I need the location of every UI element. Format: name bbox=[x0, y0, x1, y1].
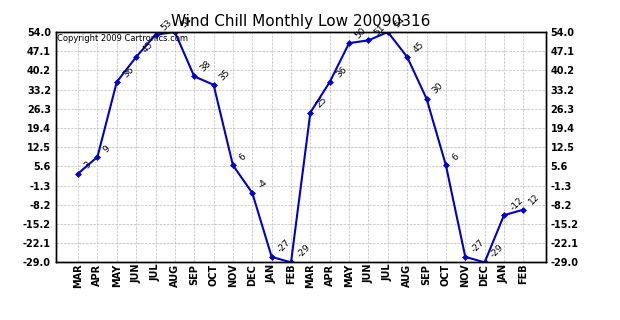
Text: -29: -29 bbox=[489, 243, 505, 260]
Text: Copyright 2009 Cartronics.com: Copyright 2009 Cartronics.com bbox=[57, 34, 188, 43]
Text: 35: 35 bbox=[218, 68, 232, 82]
Text: 12: 12 bbox=[528, 192, 542, 207]
Text: 45: 45 bbox=[140, 40, 155, 54]
Text: -12: -12 bbox=[508, 196, 525, 212]
Text: 53: 53 bbox=[160, 18, 174, 32]
Text: 9: 9 bbox=[102, 144, 112, 154]
Text: 36: 36 bbox=[121, 65, 135, 79]
Text: 54: 54 bbox=[392, 15, 406, 29]
Text: 50: 50 bbox=[353, 26, 368, 40]
Text: 6: 6 bbox=[237, 152, 247, 163]
Text: 3: 3 bbox=[82, 160, 92, 171]
Text: 25: 25 bbox=[314, 95, 329, 110]
Title: Wind Chill Monthly Low 20090316: Wind Chill Monthly Low 20090316 bbox=[171, 14, 430, 29]
Text: 54: 54 bbox=[179, 15, 193, 29]
Text: -29: -29 bbox=[295, 243, 312, 260]
Text: -27: -27 bbox=[469, 237, 486, 254]
Text: -4: -4 bbox=[257, 178, 269, 190]
Text: 6: 6 bbox=[450, 152, 461, 163]
Text: 51: 51 bbox=[373, 23, 387, 37]
Text: -27: -27 bbox=[276, 237, 293, 254]
Text: 30: 30 bbox=[431, 81, 445, 96]
Text: 45: 45 bbox=[411, 40, 426, 54]
Text: 36: 36 bbox=[334, 65, 348, 79]
Text: 38: 38 bbox=[198, 59, 213, 74]
